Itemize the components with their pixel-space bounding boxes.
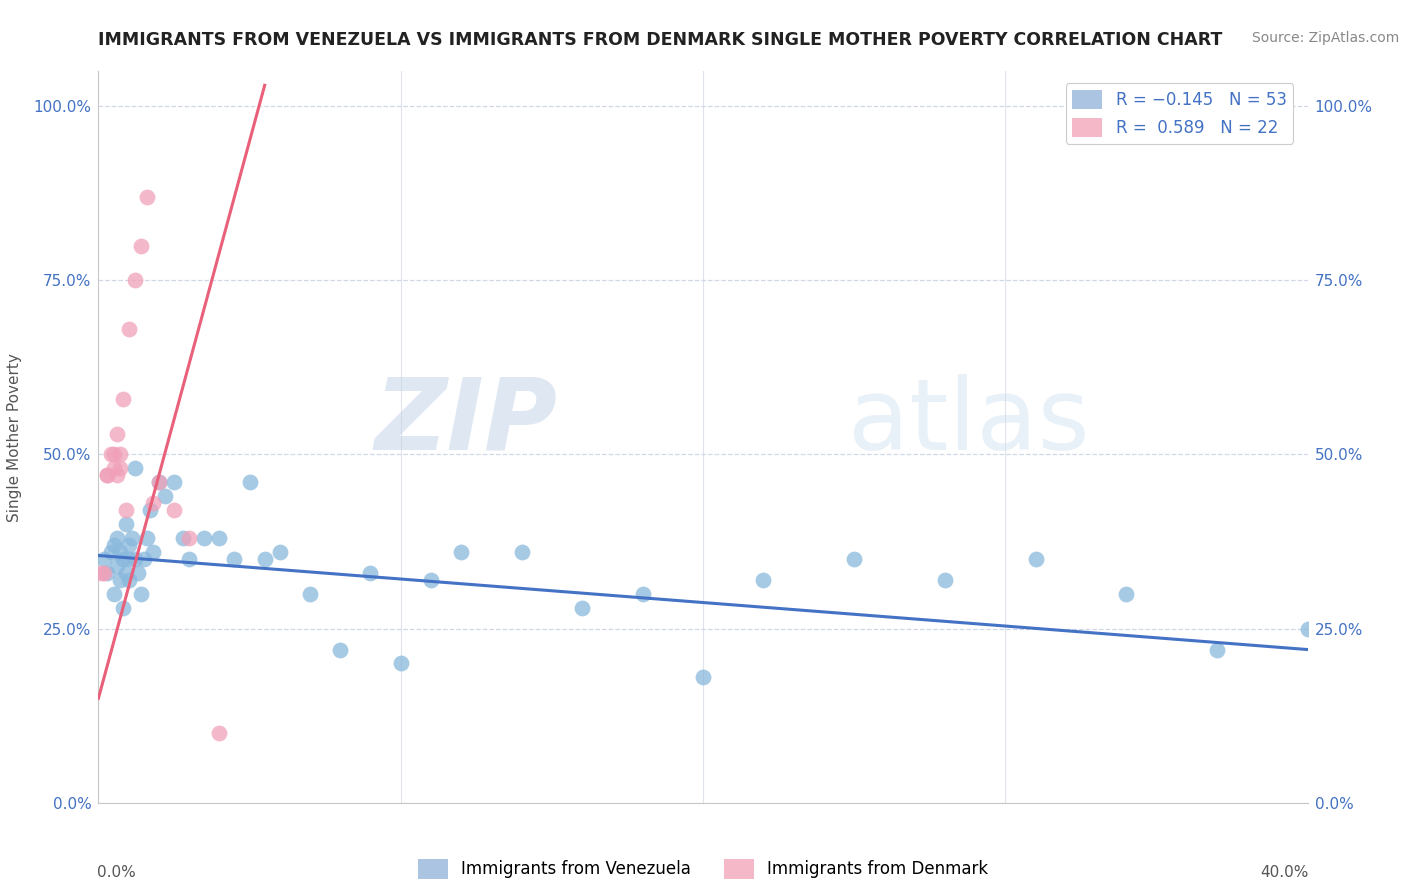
Point bbox=[1115, 587, 1137, 601]
Point bbox=[105, 468, 128, 483]
Point bbox=[105, 531, 128, 545]
Point bbox=[124, 461, 146, 475]
Point bbox=[100, 448, 122, 462]
Point bbox=[420, 573, 443, 587]
Point bbox=[1024, 552, 1046, 566]
Point bbox=[1296, 622, 1319, 636]
Point bbox=[389, 657, 412, 671]
Point bbox=[135, 190, 157, 204]
Point bbox=[193, 531, 215, 545]
Text: atlas: atlas bbox=[848, 374, 1090, 471]
Legend: R = −0.145   N = 53, R =  0.589   N = 22: R = −0.145 N = 53, R = 0.589 N = 22 bbox=[1066, 83, 1294, 144]
Point bbox=[118, 322, 141, 336]
Point bbox=[269, 545, 291, 559]
Point bbox=[121, 531, 143, 545]
Point bbox=[127, 566, 149, 580]
Point bbox=[153, 489, 176, 503]
Point bbox=[93, 552, 115, 566]
Point bbox=[103, 448, 125, 462]
Point bbox=[114, 566, 136, 580]
Text: IMMIGRANTS FROM VENEZUELA VS IMMIGRANTS FROM DENMARK SINGLE MOTHER POVERTY CORRE: IMMIGRANTS FROM VENEZUELA VS IMMIGRANTS … bbox=[98, 31, 1223, 49]
Point bbox=[124, 273, 146, 287]
Point bbox=[163, 475, 186, 490]
Point bbox=[105, 426, 128, 441]
Point bbox=[148, 475, 170, 490]
Point bbox=[510, 545, 533, 559]
Point bbox=[142, 545, 165, 559]
Point bbox=[129, 238, 152, 252]
Point bbox=[96, 468, 118, 483]
Y-axis label: Single Mother Poverty: Single Mother Poverty bbox=[7, 352, 22, 522]
Point bbox=[1206, 642, 1229, 657]
Point bbox=[103, 538, 125, 552]
Point bbox=[103, 587, 125, 601]
Point bbox=[239, 475, 262, 490]
Point bbox=[163, 503, 186, 517]
Point bbox=[208, 531, 231, 545]
Point bbox=[208, 726, 231, 740]
Point bbox=[934, 573, 956, 587]
Point bbox=[103, 461, 125, 475]
Text: ZIP: ZIP bbox=[375, 374, 558, 471]
Point bbox=[114, 503, 136, 517]
Point bbox=[844, 552, 866, 566]
Point bbox=[179, 552, 201, 566]
Point bbox=[118, 538, 141, 552]
Point bbox=[100, 545, 122, 559]
Point bbox=[132, 552, 155, 566]
Point bbox=[108, 573, 131, 587]
Point bbox=[299, 587, 322, 601]
Point bbox=[253, 552, 276, 566]
Point bbox=[224, 552, 246, 566]
Point bbox=[139, 503, 162, 517]
Point bbox=[108, 448, 131, 462]
Point bbox=[108, 461, 131, 475]
Point bbox=[118, 573, 141, 587]
Point bbox=[124, 552, 146, 566]
Text: 40.0%: 40.0% bbox=[1260, 865, 1309, 880]
Point bbox=[96, 566, 118, 580]
Point bbox=[111, 552, 134, 566]
Point bbox=[90, 566, 112, 580]
Point bbox=[135, 531, 157, 545]
Point bbox=[360, 566, 382, 580]
Point bbox=[692, 670, 714, 684]
Point bbox=[172, 531, 194, 545]
Point bbox=[96, 468, 118, 483]
Point bbox=[450, 545, 472, 559]
Text: 0.0%: 0.0% bbox=[97, 865, 136, 880]
Point bbox=[142, 496, 165, 510]
Text: Source: ZipAtlas.com: Source: ZipAtlas.com bbox=[1251, 31, 1399, 45]
Point bbox=[179, 531, 201, 545]
Point bbox=[329, 642, 352, 657]
Point bbox=[114, 517, 136, 532]
Point bbox=[111, 600, 134, 615]
Point bbox=[108, 545, 131, 559]
Point bbox=[129, 587, 152, 601]
Point bbox=[571, 600, 593, 615]
Point bbox=[752, 573, 775, 587]
Point bbox=[105, 558, 128, 573]
Point bbox=[631, 587, 654, 601]
Point bbox=[118, 552, 141, 566]
Point bbox=[93, 566, 115, 580]
Point bbox=[111, 392, 134, 406]
Point bbox=[148, 475, 170, 490]
